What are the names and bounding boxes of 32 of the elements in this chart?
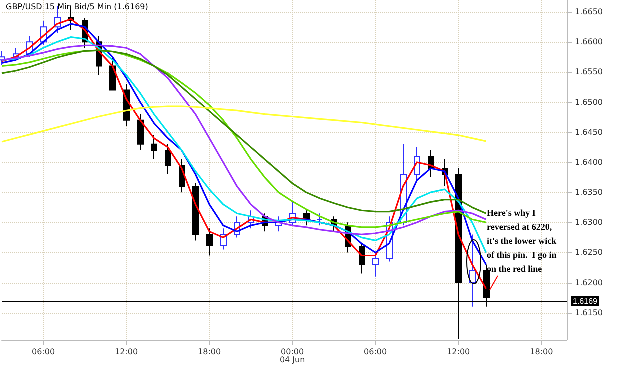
- candlestick: [137, 114, 144, 151]
- y-tick-label: 1.6150: [575, 308, 603, 318]
- x-tick-label: 06:00: [32, 348, 56, 356]
- y-tick-label: 1.6350: [575, 188, 603, 198]
- candlestick: [206, 228, 213, 256]
- candlestick: [192, 183, 199, 242]
- x-tick-label: 18:00: [198, 348, 222, 356]
- x-tick-label: 06:00: [364, 348, 388, 356]
- candlestick: [109, 56, 116, 91]
- y-tick-label: 1.6400: [575, 158, 603, 167]
- x-tick-label: 12:00: [447, 348, 470, 356]
- y-tick-label: 1.6550: [575, 68, 603, 77]
- candlestick: [151, 134, 157, 160]
- candlestick: [303, 210, 310, 226]
- candlestick: [469, 234, 476, 308]
- y-tick-label: 1.6300: [575, 218, 603, 228]
- candlestick: [359, 243, 365, 274]
- y-tick-label: 1.6450: [575, 128, 603, 137]
- ref-line-label: 1.6169: [573, 296, 598, 306]
- candlestick: [317, 213, 323, 226]
- y-tick-label: 1.6650: [575, 8, 603, 17]
- chart-title: GBP/USD 15 Min Bid/5 Min (1.6169): [6, 2, 148, 12]
- y-tick-label: 1.6200: [575, 278, 603, 288]
- x-tick-label: 12:00: [115, 348, 138, 356]
- candlestick: [372, 252, 379, 278]
- x-tick-label: 18:00: [530, 348, 554, 356]
- line-series: [1, 106, 488, 143]
- x-tick-label: 00:00 04 Jun: [280, 348, 306, 364]
- candlestick: [165, 144, 171, 176]
- y-tick-label: 1.6500: [575, 98, 603, 107]
- y-tick-label: 1.6250: [575, 248, 603, 258]
- y-tick-label: 1.6600: [575, 38, 603, 47]
